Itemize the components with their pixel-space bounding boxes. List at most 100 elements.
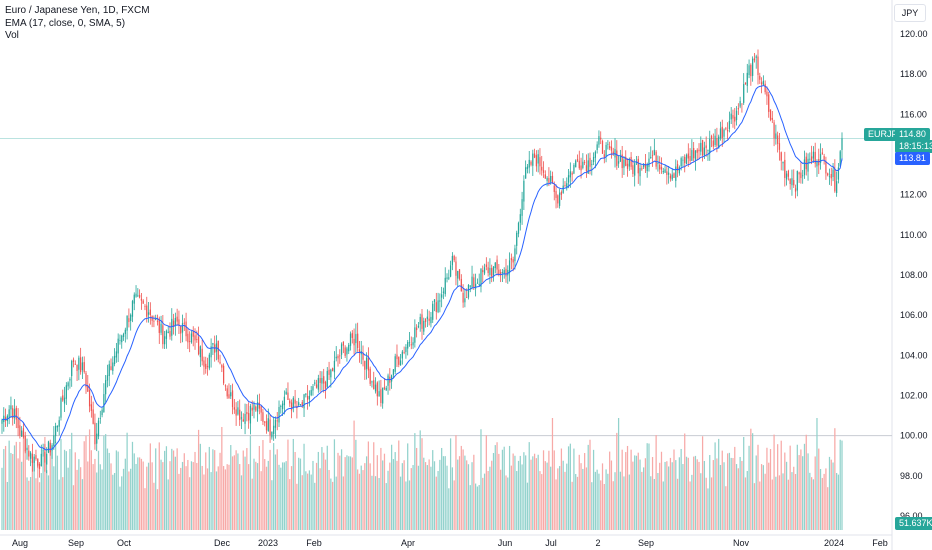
candle-body bbox=[289, 400, 291, 404]
candle-body bbox=[439, 300, 441, 302]
volume-bar bbox=[777, 444, 779, 530]
candle-body bbox=[726, 129, 729, 132]
candle-body bbox=[276, 420, 278, 422]
candle-body bbox=[369, 368, 371, 384]
candle-body bbox=[771, 117, 773, 120]
candle-body bbox=[503, 270, 505, 275]
volume-bar bbox=[53, 466, 55, 530]
volume-bar bbox=[142, 461, 144, 530]
candle-body bbox=[29, 452, 32, 459]
candle-body bbox=[780, 152, 782, 161]
volume-bar bbox=[544, 461, 546, 530]
candle-body bbox=[403, 352, 405, 353]
time-tick-label: 2023 bbox=[258, 538, 278, 548]
candle-body bbox=[407, 342, 409, 349]
candle-body bbox=[364, 360, 366, 370]
candle-body bbox=[62, 395, 64, 401]
candle-body bbox=[433, 299, 436, 302]
volume-bar bbox=[712, 460, 714, 530]
volume-bar bbox=[117, 451, 119, 530]
volume-bar bbox=[701, 436, 704, 530]
volume-bar bbox=[237, 453, 239, 530]
candle-body bbox=[264, 421, 266, 423]
candle-body bbox=[530, 161, 532, 165]
candle-body bbox=[378, 391, 380, 397]
candle-body bbox=[628, 158, 630, 167]
candle-body bbox=[292, 397, 294, 409]
candle-body bbox=[365, 357, 368, 369]
volume-bar bbox=[342, 476, 344, 530]
candle-body bbox=[542, 170, 545, 173]
volume-bar bbox=[473, 454, 475, 530]
candle-body bbox=[65, 385, 67, 399]
volume-bar bbox=[734, 446, 736, 530]
candle-body bbox=[248, 413, 250, 421]
candle-body bbox=[162, 325, 164, 345]
currency-button[interactable]: JPY bbox=[894, 4, 926, 22]
candle-body bbox=[1, 419, 3, 424]
candle-body bbox=[367, 356, 370, 371]
candle-body bbox=[616, 150, 618, 166]
volume-bar bbox=[732, 458, 734, 530]
volume-bar bbox=[344, 457, 346, 530]
volume-bar bbox=[591, 482, 593, 530]
volume-bar bbox=[314, 482, 316, 530]
candle-body bbox=[42, 450, 44, 452]
volume-bar bbox=[753, 483, 756, 530]
volume-bar bbox=[185, 466, 187, 530]
candle-body bbox=[507, 269, 509, 276]
time-tick-label: 2024 bbox=[824, 538, 844, 548]
candle-body bbox=[612, 151, 614, 155]
candle-body bbox=[72, 359, 75, 363]
candle-body bbox=[830, 174, 832, 179]
time-axis[interactable]: Aug Sep Oct Dec 2023 Feb Apr Jun Jul 2 Sep Nov 2024 F… bbox=[12, 538, 888, 548]
volume-bar bbox=[501, 449, 504, 530]
candle-body bbox=[748, 65, 750, 76]
volume-bar bbox=[38, 482, 41, 530]
volume-bar bbox=[63, 449, 66, 530]
candle-body bbox=[167, 331, 169, 333]
candle-body bbox=[205, 363, 207, 369]
price-axis[interactable]: 120.00118.00116.00114.00112.00110.00108.… bbox=[900, 29, 928, 521]
volume-bar bbox=[566, 463, 568, 530]
volume-bar bbox=[439, 459, 441, 530]
volume-bar bbox=[226, 464, 228, 530]
candle-body bbox=[482, 270, 484, 273]
symbol-title[interactable]: Euro / Japanese Yen, 1D, FXCM bbox=[5, 5, 150, 16]
candle-body bbox=[467, 285, 470, 298]
volume-bar bbox=[351, 457, 353, 530]
candle-body bbox=[621, 154, 623, 169]
candle-body bbox=[646, 163, 648, 172]
volume-bar bbox=[130, 468, 132, 530]
volume-bar bbox=[264, 459, 266, 530]
volume-bar bbox=[28, 480, 30, 530]
candle-body bbox=[172, 320, 175, 328]
volume-bar bbox=[158, 442, 160, 530]
volume-bar bbox=[798, 455, 800, 530]
candle-body bbox=[54, 425, 57, 437]
candle-body bbox=[778, 143, 781, 150]
candle-body bbox=[376, 382, 378, 397]
volume-label[interactable]: Vol bbox=[5, 30, 19, 41]
candle-body bbox=[281, 403, 284, 410]
candle-body bbox=[841, 138, 843, 150]
candle-body bbox=[335, 356, 337, 359]
candle-body bbox=[762, 80, 764, 85]
volume-bar bbox=[74, 452, 76, 530]
candle-body bbox=[115, 351, 118, 358]
candle-body bbox=[444, 277, 446, 295]
candle-body bbox=[546, 177, 548, 181]
candle-body bbox=[99, 417, 101, 419]
volume-bar bbox=[617, 418, 620, 530]
volume-bar bbox=[285, 461, 287, 530]
volume-bar bbox=[306, 473, 309, 530]
candle-body bbox=[662, 170, 664, 173]
volume-bar bbox=[553, 450, 555, 530]
volume-bar bbox=[491, 460, 493, 530]
ema-value-tag: 113.81 bbox=[895, 152, 930, 165]
volume-bar bbox=[317, 451, 319, 530]
ema-label[interactable]: EMA (17, close, 0, SMA, 5) bbox=[5, 17, 126, 29]
volume-bar bbox=[113, 473, 116, 530]
